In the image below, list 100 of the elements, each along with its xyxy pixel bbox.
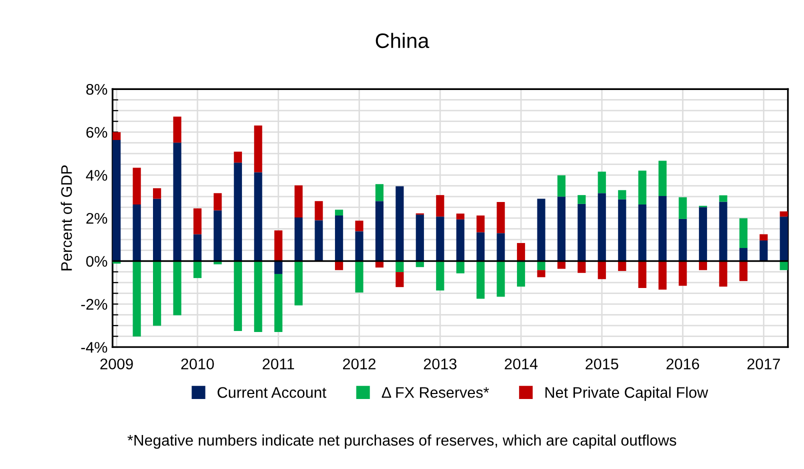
bar (234, 261, 242, 331)
bar (678, 218, 687, 262)
y-tick-label: -4% (81, 342, 108, 353)
bar (254, 172, 262, 262)
bar (274, 261, 282, 274)
bar (375, 184, 384, 202)
bar (638, 204, 646, 262)
bar (396, 272, 404, 288)
bar (112, 132, 121, 140)
bar (578, 261, 586, 273)
bar (496, 233, 505, 262)
bar (476, 232, 485, 262)
bar (436, 261, 444, 291)
bar (153, 198, 162, 262)
x-tick-label: 2010 (181, 358, 214, 370)
bar (234, 162, 242, 262)
x-tick-label: 2017 (747, 358, 780, 370)
bar (294, 261, 303, 306)
bar (578, 204, 586, 262)
bar (476, 261, 485, 299)
bar (638, 261, 646, 288)
bar (618, 190, 626, 200)
bar (193, 208, 202, 234)
bar (618, 199, 626, 262)
bar (416, 214, 424, 262)
x-tick-label: 2013 (424, 358, 456, 370)
bar (516, 243, 526, 262)
bar (132, 261, 141, 337)
bar (598, 193, 606, 262)
bar (193, 261, 202, 278)
bar (355, 231, 364, 262)
bar (396, 261, 404, 272)
bar (678, 261, 687, 286)
bar (153, 261, 162, 326)
bar (496, 202, 505, 234)
text: *Negative numbers indicate net purchases of reserves, which are capital outflows (128, 434, 676, 449)
bar (760, 240, 768, 262)
bar (760, 234, 768, 240)
bar (557, 261, 566, 269)
x-tick-label: 2015 (586, 358, 618, 370)
y-tick-label: 4% (86, 170, 108, 181)
x-tick-label: 2016 (666, 358, 700, 370)
y-tick-label: 2% (86, 212, 108, 224)
bar (456, 214, 464, 220)
bar (355, 220, 364, 232)
bar (537, 270, 546, 278)
legend-label: Δ FX Reserves* (382, 387, 489, 398)
bar (698, 207, 708, 262)
legend-label: Net Private Capital Flow (545, 386, 708, 401)
bar (132, 204, 141, 262)
bar (658, 160, 667, 196)
bar (436, 195, 444, 217)
y-tick-label: 8% (86, 84, 108, 95)
bar (678, 197, 687, 219)
x-tick-label: 2009 (100, 358, 133, 370)
bar (739, 248, 748, 262)
bar (557, 175, 566, 197)
bar (780, 216, 788, 262)
bar (193, 234, 202, 262)
bar (375, 201, 384, 262)
bar (314, 220, 323, 262)
bar (618, 261, 626, 271)
bar (658, 261, 667, 290)
bar (739, 261, 748, 282)
bar (112, 140, 121, 262)
bar (476, 216, 485, 232)
bar (557, 196, 566, 262)
bar (456, 219, 464, 262)
bar (598, 261, 606, 280)
bar (638, 170, 646, 205)
bar (496, 261, 505, 297)
bar (719, 195, 728, 202)
bar (719, 202, 728, 262)
bar (294, 217, 303, 262)
bar (334, 210, 344, 216)
bar (254, 125, 262, 172)
x-tick-label: 2011 (262, 358, 294, 370)
bar (456, 261, 464, 274)
bar (436, 216, 444, 262)
y-axis-title: Percent of GDP (60, 165, 72, 270)
bar (214, 210, 222, 262)
bar (214, 193, 222, 210)
bar (537, 198, 546, 262)
y-tick-label: -2% (81, 298, 108, 310)
bar (294, 185, 303, 218)
bar (355, 261, 364, 292)
bar (658, 196, 667, 262)
x-tick-label: 2014 (504, 358, 538, 370)
y-tick-label: 0% (86, 256, 108, 267)
bar (173, 142, 182, 262)
bar (254, 261, 262, 332)
bar (396, 186, 404, 262)
bar (274, 274, 282, 332)
bar (719, 261, 728, 287)
bar (173, 116, 182, 143)
x-tick-label: 2012 (343, 358, 376, 370)
bar (334, 216, 344, 262)
y-tick-label: 6% (86, 126, 108, 138)
bar (537, 261, 546, 270)
legend-label: Current Account (218, 387, 326, 398)
